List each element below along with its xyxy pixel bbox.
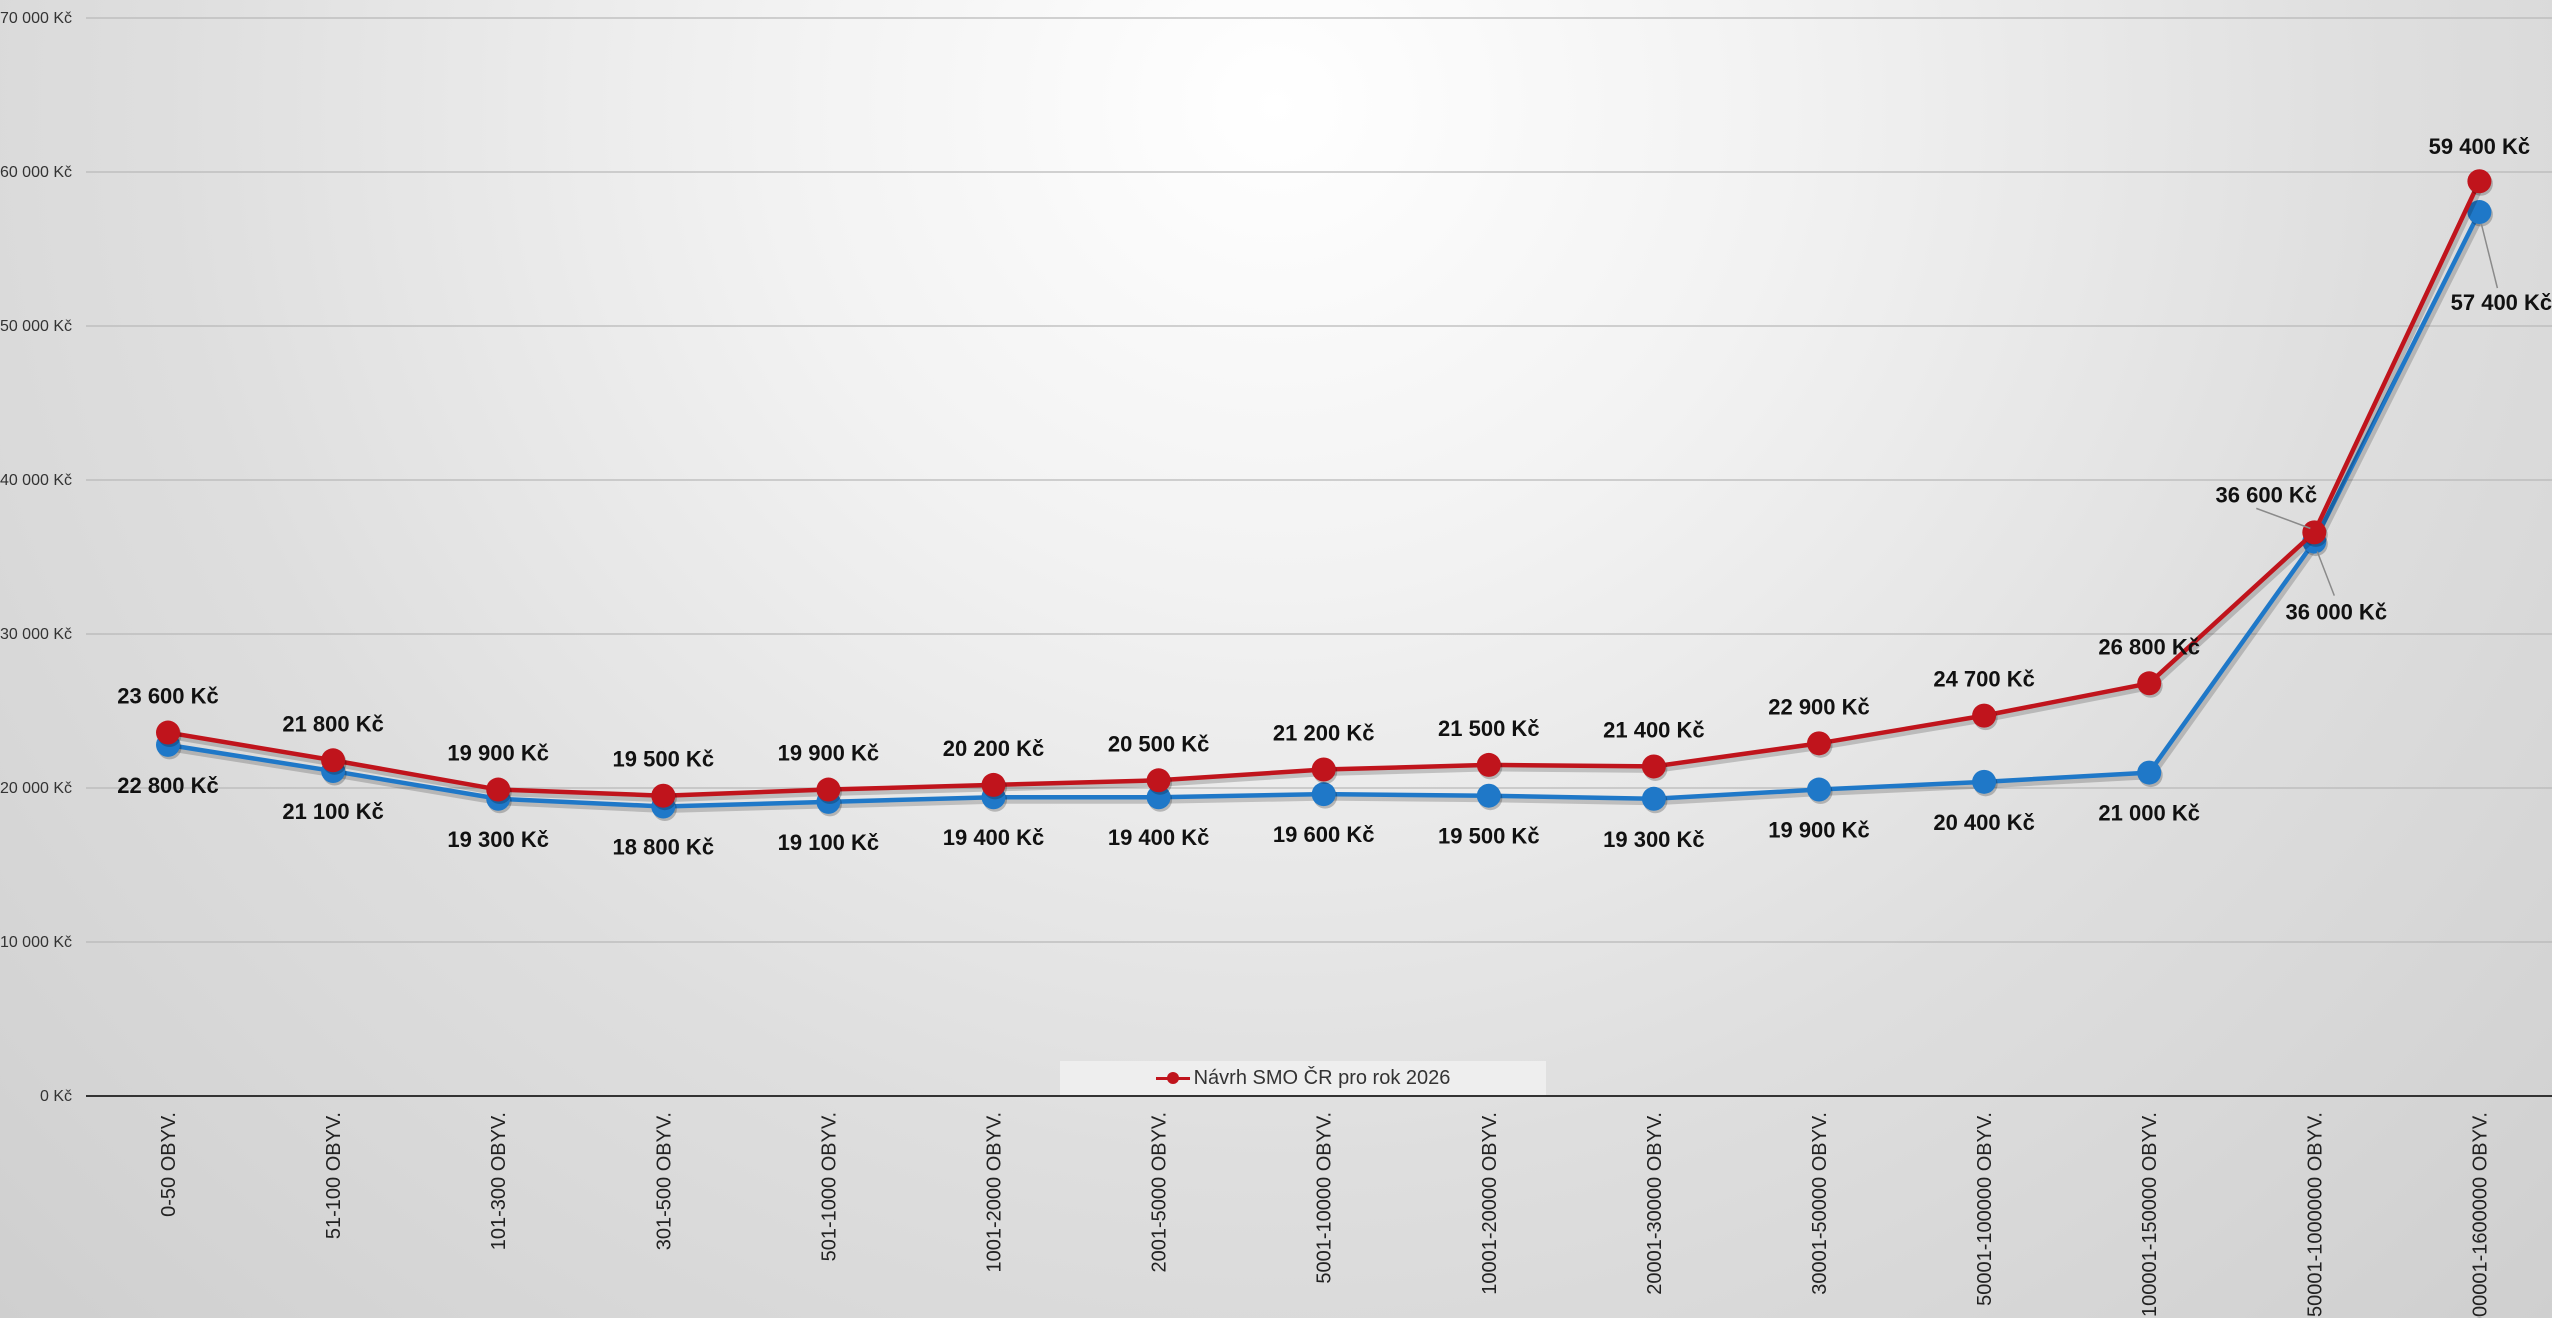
data-label-series-1: 21 400 Kč bbox=[1603, 717, 1705, 742]
data-label-series-1: 19 900 Kč bbox=[778, 741, 880, 766]
legend-label: Návrh SMO ČR pro rok 2026 bbox=[1193, 1066, 1451, 1089]
data-label-series-2: 57 400 Kč bbox=[2451, 290, 2552, 315]
data-point bbox=[651, 783, 676, 808]
legend-marker-icon bbox=[1155, 1072, 1190, 1084]
x-tick-label: 101-300 OBYV. bbox=[488, 1112, 510, 1250]
data-point bbox=[1807, 777, 1831, 802]
leader-line bbox=[2316, 551, 2335, 596]
x-tick-label: 100001-150000 OBYV. bbox=[2139, 1112, 2161, 1317]
data-label-series-2: 36 000 Kč bbox=[2286, 600, 2388, 625]
data-point bbox=[1972, 769, 1997, 794]
x-tick-label: 301-500 OBYV. bbox=[653, 1112, 675, 1250]
x-tick-label: 1000001-1600000 OBYV. bbox=[2469, 1112, 2491, 1318]
data-point bbox=[1311, 757, 1336, 782]
data-point bbox=[1807, 731, 1831, 756]
data-label-series-1: 21 800 Kč bbox=[282, 711, 384, 736]
x-tick-label: 1001-2000 OBYV. bbox=[984, 1112, 1006, 1273]
data-point bbox=[2302, 520, 2327, 545]
data-point bbox=[1476, 783, 1501, 808]
series-1 bbox=[156, 169, 2493, 811]
data-point bbox=[321, 748, 346, 773]
data-label-series-1: 22 900 Kč bbox=[1768, 694, 1870, 719]
x-tick-label: 30001-50000 OBYV. bbox=[1809, 1112, 1831, 1295]
data-point bbox=[981, 772, 1006, 797]
data-label-series-2: 19 900 Kč bbox=[1768, 818, 1870, 843]
x-tick-label: 10001-20000 OBYV. bbox=[1479, 1112, 1501, 1295]
series-line-shadow bbox=[169, 182, 2485, 803]
x-tick-label: 50001-100000 OBYV. bbox=[1974, 1112, 1996, 1306]
data-label-series-1: 21 500 Kč bbox=[1438, 716, 1540, 741]
y-tick-label: 0 Kč bbox=[40, 1088, 72, 1105]
x-tick-label: 501-1000 OBYV. bbox=[818, 1112, 840, 1261]
data-point bbox=[1311, 782, 1336, 807]
data-label-series-2: 19 400 Kč bbox=[1108, 825, 1210, 850]
data-label-series-1: 59 400 Kč bbox=[2429, 134, 2531, 159]
data-point bbox=[2467, 169, 2492, 194]
data-point bbox=[156, 720, 180, 745]
x-tick-label: 51-100 OBYV. bbox=[323, 1112, 345, 1239]
data-point bbox=[1146, 785, 1171, 810]
data-point bbox=[1972, 703, 1997, 728]
data-point bbox=[2467, 200, 2492, 225]
data-label-series-1: 20 200 Kč bbox=[943, 736, 1045, 761]
data-label-series-2: 20 400 Kč bbox=[1933, 810, 2035, 835]
data-label-series-1: 20 500 Kč bbox=[1108, 731, 1210, 756]
data-label-series-1: 23 600 Kč bbox=[117, 684, 219, 709]
gridlines bbox=[86, 17, 2552, 1097]
data-label-series-1: 19 500 Kč bbox=[613, 747, 715, 772]
data-label-series-2: 19 300 Kč bbox=[447, 827, 549, 852]
series-line bbox=[167, 180, 2482, 798]
x-tick-label: 5001-10000 OBYV. bbox=[1314, 1112, 1336, 1284]
y-axis-ticks: 0 Kč 10 000 Kč 20 000 Kč 30 000 Kč 40 000 Kč… bbox=[0, 10, 72, 1105]
data-label-series-2: 19 100 Kč bbox=[778, 830, 880, 855]
data-label-series-1: 26 800 Kč bbox=[2098, 634, 2200, 659]
data-point bbox=[1146, 768, 1171, 793]
y-tick-label: 70 000 Kč bbox=[0, 10, 72, 27]
legend: Návrh SMO ČR pro rok 2026 bbox=[1060, 1061, 1546, 1095]
y-tick-label: 60 000 Kč bbox=[0, 164, 72, 181]
x-tick-label: 0-50 OBYV. bbox=[158, 1112, 180, 1217]
data-point bbox=[1476, 752, 1501, 777]
x-tick-label: 2001-5000 OBYV. bbox=[1149, 1112, 1171, 1273]
data-label-series-2: 19 300 Kč bbox=[1603, 827, 1705, 852]
y-tick-label: 20 000 Kč bbox=[0, 780, 72, 797]
data-label-series-2: 18 800 Kč bbox=[613, 834, 715, 859]
data-point bbox=[2137, 671, 2162, 696]
x-tick-label: 150001-1000000 OBYV. bbox=[2304, 1112, 2326, 1318]
data-label-series-2: 19 500 Kč bbox=[1438, 824, 1540, 849]
data-label-series-1: 19 900 Kč bbox=[447, 741, 549, 766]
data-point bbox=[816, 777, 841, 802]
data-point bbox=[2137, 760, 2162, 785]
data-labels: 23 600 Kč 22 800 Kč 21 800 Kč 21 100 Kč 19 9… bbox=[117, 134, 2552, 859]
data-label-series-1: 21 200 Kč bbox=[1273, 721, 1375, 746]
leader-line bbox=[2480, 223, 2499, 289]
data-label-series-2: 19 400 Kč bbox=[943, 825, 1045, 850]
data-point bbox=[1641, 754, 1666, 779]
data-point bbox=[1641, 786, 1666, 811]
series-layer bbox=[156, 169, 2493, 821]
y-tick-label: 30 000 Kč bbox=[0, 626, 72, 643]
data-label-series-2: 19 600 Kč bbox=[1273, 822, 1375, 847]
leader-line bbox=[2256, 507, 2311, 530]
y-tick-label: 50 000 Kč bbox=[0, 318, 72, 335]
x-axis-ticks: 0-50 OBYV. 51-100 OBYV. 101-300 OBYV. 301-5… bbox=[158, 1112, 2491, 1318]
data-label-series-2: 21 000 Kč bbox=[2098, 801, 2200, 826]
data-label-series-1: 36 600 Kč bbox=[2216, 482, 2318, 507]
data-point bbox=[486, 777, 511, 802]
data-label-series-1: 24 700 Kč bbox=[1933, 667, 2035, 692]
x-tick-label: 20001-30000 OBYV. bbox=[1644, 1112, 1666, 1295]
data-label-series-2: 21 100 Kč bbox=[282, 799, 384, 824]
series-line bbox=[167, 211, 2482, 809]
y-tick-label: 40 000 Kč bbox=[0, 472, 72, 489]
data-label-series-2: 22 800 Kč bbox=[117, 773, 219, 798]
y-tick-label: 10 000 Kč bbox=[0, 934, 72, 951]
